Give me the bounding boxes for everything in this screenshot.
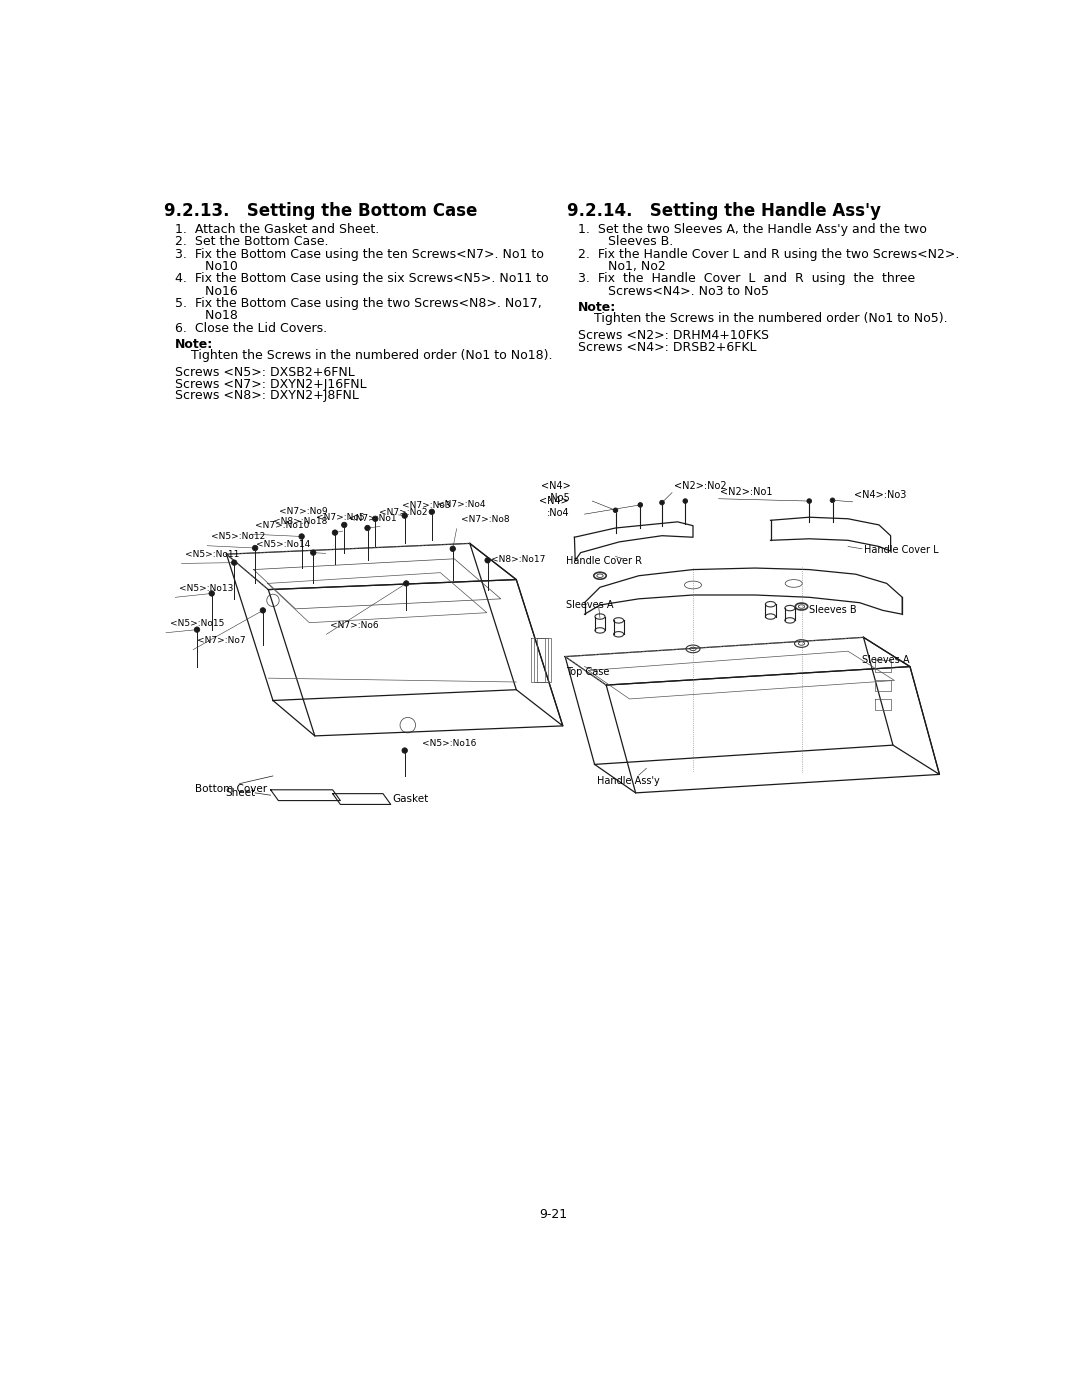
Text: <N5>:No16: <N5>:No16 — [422, 739, 476, 747]
Text: Bottom Cover: Bottom Cover — [195, 784, 268, 793]
Text: Handle Cover R: Handle Cover R — [566, 556, 642, 567]
Circle shape — [402, 513, 407, 518]
Text: 1.  Set the two Sleeves A, the Handle Ass'y and the two: 1. Set the two Sleeves A, the Handle Ass… — [578, 224, 927, 236]
Circle shape — [831, 497, 835, 503]
Text: <N2>:No1: <N2>:No1 — [720, 488, 772, 497]
Text: 6.  Close the Lid Covers.: 6. Close the Lid Covers. — [175, 321, 327, 335]
Circle shape — [402, 747, 407, 753]
Text: <N7>:No10: <N7>:No10 — [255, 521, 310, 529]
Text: 5.  Fix the Bottom Case using the two Screws<N8>. No17,: 5. Fix the Bottom Case using the two Scr… — [175, 298, 542, 310]
Text: 9.2.13.   Setting the Bottom Case: 9.2.13. Setting the Bottom Case — [164, 203, 477, 221]
Text: <N7>:No3: <N7>:No3 — [403, 502, 451, 510]
Text: Sleeves B: Sleeves B — [809, 605, 856, 616]
Circle shape — [373, 515, 378, 521]
Circle shape — [333, 529, 338, 535]
Text: No18: No18 — [186, 309, 239, 323]
Text: <N5>:No13: <N5>:No13 — [179, 584, 233, 592]
Text: Handle Cover L: Handle Cover L — [864, 545, 939, 555]
Circle shape — [404, 581, 409, 587]
Circle shape — [365, 525, 370, 531]
Text: <N7>:No2: <N7>:No2 — [379, 509, 428, 517]
Text: <N2>:No2: <N2>:No2 — [674, 481, 726, 490]
Text: <N7>:No5: <N7>:No5 — [315, 513, 364, 522]
Text: Screws <N2>: DRHM4+10FKS: Screws <N2>: DRHM4+10FKS — [578, 330, 769, 342]
Text: <N4>:No3: <N4>:No3 — [854, 490, 906, 500]
Circle shape — [450, 546, 456, 552]
Text: No16: No16 — [186, 285, 238, 298]
Text: <N4>
:No4: <N4> :No4 — [539, 496, 569, 518]
Text: Screws <N8>: DXYN2+J8FNL: Screws <N8>: DXYN2+J8FNL — [175, 390, 360, 402]
Text: <N7>:No4: <N7>:No4 — [437, 500, 486, 509]
Text: <N5>:No14: <N5>:No14 — [256, 539, 310, 549]
Text: No1, No2: No1, No2 — [589, 260, 666, 272]
Text: 9.2.14.   Setting the Handle Ass'y: 9.2.14. Setting the Handle Ass'y — [567, 203, 881, 221]
Text: Sleeves A: Sleeves A — [566, 599, 613, 610]
Circle shape — [341, 522, 347, 528]
Text: Note:: Note: — [175, 338, 214, 351]
Text: Sleeves B.: Sleeves B. — [589, 236, 674, 249]
Circle shape — [311, 550, 316, 556]
Circle shape — [485, 557, 490, 563]
Text: Screws<N4>. No3 to No5: Screws<N4>. No3 to No5 — [589, 285, 769, 298]
Circle shape — [660, 500, 664, 504]
Circle shape — [807, 499, 811, 503]
Text: 2.  Fix the Handle Cover L and R using the two Screws<N2>.: 2. Fix the Handle Cover L and R using th… — [578, 247, 960, 261]
Text: 4.  Fix the Bottom Case using the six Screws<N5>. No11 to: 4. Fix the Bottom Case using the six Scr… — [175, 272, 549, 285]
Text: Screws <N4>: DRSB2+6FKL: Screws <N4>: DRSB2+6FKL — [578, 341, 757, 353]
Text: <N5>:No11: <N5>:No11 — [186, 550, 240, 559]
Text: <N5>:No12: <N5>:No12 — [211, 532, 266, 541]
Circle shape — [613, 509, 618, 513]
Text: Note:: Note: — [578, 300, 617, 314]
Circle shape — [683, 499, 688, 503]
Text: <N7>:No9
<N8>:No18: <N7>:No9 <N8>:No18 — [273, 507, 327, 527]
Text: Sleeves A: Sleeves A — [862, 655, 909, 665]
Text: 9-21: 9-21 — [539, 1208, 568, 1221]
Text: 1.  Attach the Gasket and Sheet.: 1. Attach the Gasket and Sheet. — [175, 224, 379, 236]
Text: Screws <N7>: DXYN2+J16FNL: Screws <N7>: DXYN2+J16FNL — [175, 377, 367, 391]
Text: <N8>:No17: <N8>:No17 — [491, 555, 545, 564]
Text: <N5>:No15: <N5>:No15 — [170, 619, 225, 629]
Circle shape — [194, 627, 200, 633]
Text: 2.  Set the Bottom Case.: 2. Set the Bottom Case. — [175, 236, 328, 249]
Text: 3.  Fix the Bottom Case using the ten Screws<N7>. No1 to: 3. Fix the Bottom Case using the ten Scr… — [175, 247, 544, 261]
Text: Top Case: Top Case — [566, 666, 609, 678]
Text: Handle Ass'y: Handle Ass'y — [597, 775, 660, 787]
Circle shape — [253, 545, 258, 550]
Circle shape — [231, 560, 237, 566]
Circle shape — [210, 591, 215, 597]
Text: <N4>
:No5: <N4> :No5 — [541, 481, 570, 503]
Text: Gasket: Gasket — [392, 793, 429, 805]
Text: No10: No10 — [186, 260, 239, 272]
Text: Screws <N5>: DXSB2+6FNL: Screws <N5>: DXSB2+6FNL — [175, 366, 355, 380]
Text: 3.  Fix  the  Handle  Cover  L  and  R  using  the  three: 3. Fix the Handle Cover L and R using th… — [578, 272, 916, 285]
Text: <N7>:No1: <N7>:No1 — [348, 514, 396, 524]
Text: <N7>:No7: <N7>:No7 — [197, 636, 245, 645]
Circle shape — [299, 534, 305, 539]
Text: Sheet: Sheet — [225, 788, 255, 798]
Circle shape — [638, 503, 643, 507]
Text: Tighten the Screws in the numbered order (No1 to No18).: Tighten the Screws in the numbered order… — [175, 349, 553, 362]
Text: Tighten the Screws in the numbered order (No1 to No5).: Tighten the Screws in the numbered order… — [578, 313, 948, 326]
Text: <N7>:No6: <N7>:No6 — [330, 620, 379, 630]
Circle shape — [429, 509, 434, 514]
Text: <N7>:No8: <N7>:No8 — [460, 515, 509, 524]
Circle shape — [260, 608, 266, 613]
